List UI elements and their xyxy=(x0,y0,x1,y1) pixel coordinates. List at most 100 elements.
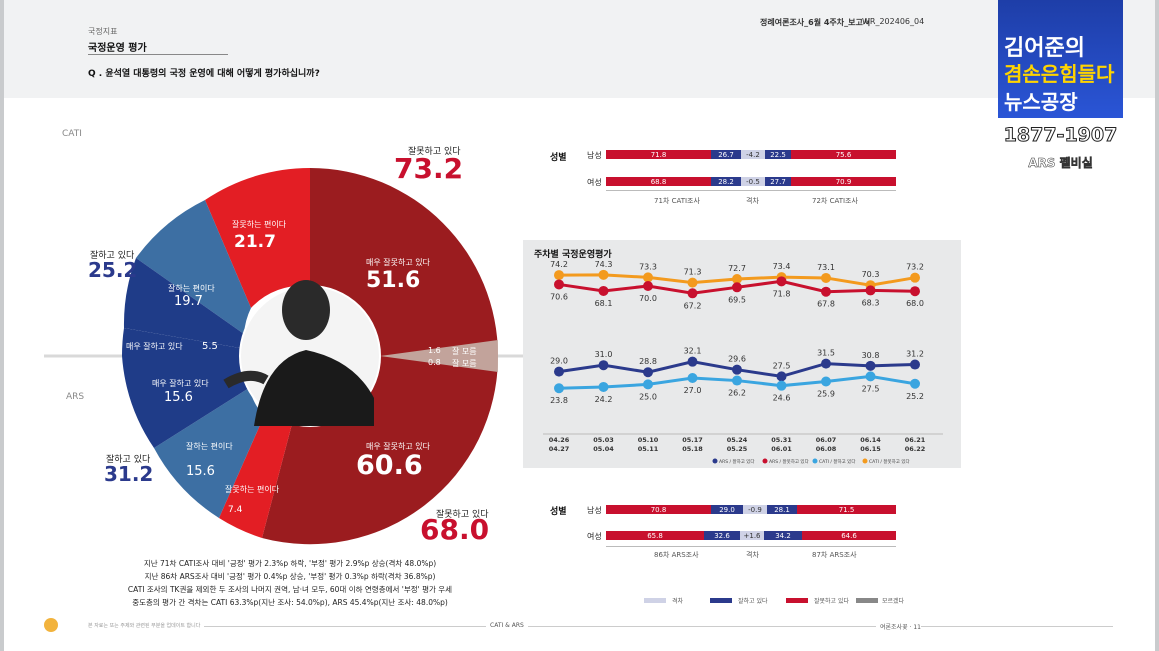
gender-cati-row-female: 68.8 28.2 -0.5 27.7 70.9 xyxy=(606,177,896,186)
logo-line3: 뉴스공장 xyxy=(1004,90,1078,114)
ars-female-cur-negative: 64.6 xyxy=(802,531,896,540)
series-point-1-5 xyxy=(776,276,787,287)
x-tick-label-7-0: 06.14 xyxy=(860,436,881,444)
gender-cati-mid-caption: 격차 xyxy=(746,197,759,205)
series-point-3-1 xyxy=(598,381,609,392)
ars-good-slice xyxy=(154,388,264,518)
cati-good-slice xyxy=(136,200,251,334)
series-value-label-2-8: 31.2 xyxy=(906,350,924,359)
logo-line1: 김어준의 xyxy=(1004,36,1085,61)
ars-male-cur-negative: 71.5 xyxy=(797,505,896,514)
ars-male-diff: -0.9 xyxy=(743,505,767,514)
legend-label-3: CATI / 잘못하고 있다 xyxy=(869,458,910,465)
section-label: 국정지표 xyxy=(88,27,118,36)
legend-negative-swatch xyxy=(786,598,808,603)
ars-very-good-slice xyxy=(122,356,249,448)
ars-female-diff: +1.6 xyxy=(740,531,764,540)
x-tick-label-3-0: 05.17 xyxy=(682,436,703,444)
ars-label: ARS xyxy=(66,392,85,402)
gender-cati-axis xyxy=(606,190,896,191)
series-value-label-3-2: 25.0 xyxy=(639,392,657,401)
silhouette-body xyxy=(254,350,374,426)
female-diff: -0.5 xyxy=(741,177,765,186)
donut-chart xyxy=(4,98,524,568)
x-tick-label-8-1: 06.22 xyxy=(905,445,926,453)
series-point-2-4 xyxy=(732,364,742,375)
x-tick-label-2-0: 05.10 xyxy=(638,436,659,444)
series-point-2-5 xyxy=(776,371,787,382)
legend-dot-3 xyxy=(862,458,868,464)
series-point-0-3 xyxy=(687,277,698,288)
series-value-label-3-7: 27.5 xyxy=(862,384,880,393)
gender-cati-row-male: 71.8 26.7 -4.2 22.5 75.6 xyxy=(606,150,896,159)
series-value-label-1-2: 70.0 xyxy=(639,294,657,303)
series-value-label-3-1: 24.2 xyxy=(595,395,613,404)
ars-very-good-label: 매우 잘하고 있다 xyxy=(152,379,209,388)
ars-negative-label: 잘못하고 있다 xyxy=(436,510,489,520)
ars-female-prev-positive: 32.6 xyxy=(704,531,740,540)
dk-wedge xyxy=(380,340,498,372)
legend-unknown-swatch xyxy=(856,598,878,603)
ars-good-label: 잘하는 편이다 xyxy=(186,442,233,451)
series-point-3-7 xyxy=(865,371,876,382)
x-tick-label-1-0: 05.03 xyxy=(593,436,614,444)
series-point-1-3 xyxy=(687,288,698,299)
series-value-label-2-6: 31.5 xyxy=(817,349,835,358)
series-value-label-0-5: 73.4 xyxy=(773,262,791,271)
cati-bad-label: 잘못하는 편이다 xyxy=(232,220,287,229)
weekly-chart-title: 주차별 국정운영평가 xyxy=(534,250,612,260)
series-point-1-1 xyxy=(598,285,609,296)
title-divider xyxy=(88,54,228,55)
gender-cati-row-male-label: 남성 xyxy=(587,151,602,160)
question-text: Q . 윤석열 대통령의 국정 운영에 대해 어떻게 평가하십니까? xyxy=(88,69,320,79)
series-value-label-1-5: 71.8 xyxy=(773,289,791,298)
ars-male-prev-positive: 29.0 xyxy=(711,505,743,514)
series-value-label-2-4: 29.6 xyxy=(728,355,746,364)
series-point-3-3 xyxy=(687,373,698,383)
series-value-label-1-3: 67.2 xyxy=(684,301,702,310)
series-point-2-1 xyxy=(598,360,609,371)
series-point-3-2 xyxy=(643,379,653,390)
legend-positive-label: 잘하고 있다 xyxy=(738,598,768,605)
page-title: 국정운영 평가 xyxy=(88,43,147,54)
person-silhouette xyxy=(223,280,374,426)
footer-left: 본 자료는 또는 주제와 관련된 부분을 업데이트 합니다 xyxy=(88,622,205,629)
gender-ars-row-female-label: 여성 xyxy=(587,532,602,541)
ars-bad-label: 잘못하는 편이다 xyxy=(225,485,280,494)
x-tick-label-4-1: 05.25 xyxy=(727,445,748,453)
gender-cati-left-caption: 71차 CATI조사 xyxy=(654,197,700,205)
x-tick-label-0-0: 04.26 xyxy=(549,436,570,444)
cati-bad-slice xyxy=(205,167,310,308)
gender-cati-row-female-label: 여성 xyxy=(587,178,602,187)
series-point-1-2 xyxy=(643,281,653,291)
cati-negative-value: 73.2 xyxy=(394,152,464,185)
cati-very-bad-value: 51.6 xyxy=(366,268,421,293)
series-value-label-2-3: 32.1 xyxy=(684,347,702,356)
series-value-label-2-5: 27.5 xyxy=(773,361,791,370)
series-value-label-2-0: 29.0 xyxy=(550,357,568,366)
x-tick-label-7-1: 06.15 xyxy=(860,445,881,453)
series-point-3-8 xyxy=(910,378,920,389)
cati-dk-value: 1.6 xyxy=(428,346,441,355)
cati-negative-label: 잘못하고 있다 xyxy=(408,147,461,157)
series-value-label-1-1: 68.1 xyxy=(595,299,613,308)
series-point-2-0 xyxy=(554,366,564,377)
series-value-label-0-2: 73.3 xyxy=(639,262,657,271)
cati-dk-label: 잘 모름 xyxy=(452,347,477,356)
legend-label-1: ARS / 잘못하고 있다 xyxy=(769,458,810,465)
report-code: WR_202406_04 xyxy=(862,17,925,26)
ars-male-prev-negative: 70.8 xyxy=(606,505,711,514)
ars-good-value: 15.6 xyxy=(186,464,215,479)
logo-line2: 겸손은힘들다 xyxy=(1004,62,1115,86)
gender-ars-mid-caption: 격차 xyxy=(746,551,759,559)
series-value-label-0-8: 73.2 xyxy=(906,263,924,272)
legend-positive-swatch xyxy=(710,598,732,603)
x-tick-label-0-1: 04.27 xyxy=(549,445,570,453)
female-prev-positive: 28.2 xyxy=(711,177,741,186)
legend-diff-label: 격차 xyxy=(672,598,684,605)
series-value-label-0-4: 72.7 xyxy=(728,264,746,273)
ars-very-bad-slice xyxy=(262,356,499,545)
series-value-label-1-6: 67.8 xyxy=(817,300,835,309)
x-tick-label-2-1: 05.11 xyxy=(638,445,659,453)
gender-cati-right-caption: 72차 CATI조사 xyxy=(812,197,858,205)
